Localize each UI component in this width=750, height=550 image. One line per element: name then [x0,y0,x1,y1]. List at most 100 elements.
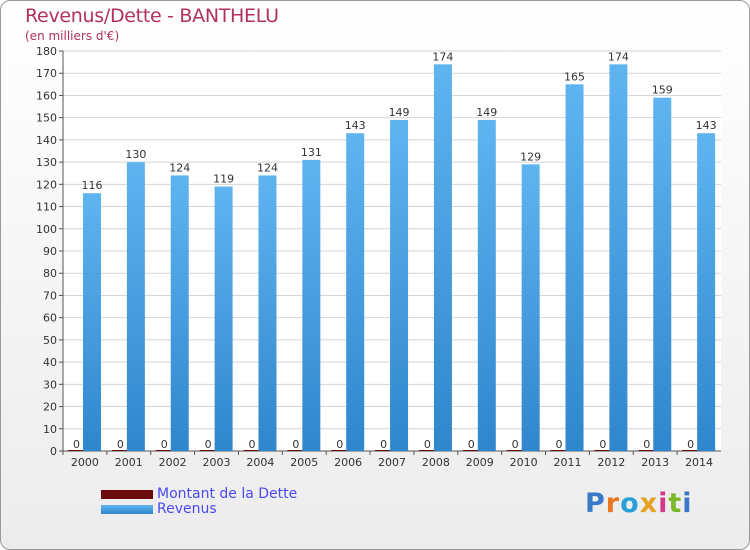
chart-subtitle: (en milliers d'€) [25,29,120,43]
bar-dette [418,450,436,451]
x-tick-label: 2009 [466,456,494,469]
y-tick-label: 90 [43,245,57,258]
x-tick-label: 2002 [159,456,187,469]
y-tick-label: 30 [43,378,57,391]
y-tick-label: 70 [43,289,57,302]
proxiti-logo: Proxiti [585,488,693,519]
data-label-revenus: 165 [564,70,585,83]
bar-revenus [653,97,672,452]
data-label-revenus: 174 [608,50,629,63]
bar-dette [462,450,480,451]
bar-revenus [565,84,584,451]
data-label-dette: 0 [248,438,255,451]
y-tick-label: 180 [36,45,57,58]
legend-swatch-revenus [101,505,153,514]
legend-swatch-dette [101,490,153,499]
y-tick-label: 100 [36,223,57,236]
x-tick-label: 2007 [378,456,406,469]
y-tick-label: 80 [43,267,57,280]
data-label-dette: 0 [643,438,650,451]
data-label-dette: 0 [380,438,387,451]
bar-dette [638,450,656,451]
y-tick-label: 0 [50,445,57,458]
bar-revenus [302,159,321,451]
y-tick-label: 40 [43,356,57,369]
bar-revenus [258,175,277,451]
bar-revenus [126,162,145,451]
data-label-dette: 0 [599,438,606,451]
legend-label-revenus: Revenus [157,501,217,517]
bar-revenus [477,119,496,451]
data-label-dette: 0 [73,438,80,451]
y-tick-label: 130 [36,156,57,169]
x-tick-label: 2008 [422,456,450,469]
logo-letter: r [605,488,621,519]
data-label-dette: 0 [205,438,212,451]
logo-letter: o [620,488,640,519]
bar-dette [111,450,129,451]
data-label-revenus: 124 [257,161,278,174]
y-tick-label: 140 [36,134,57,147]
data-label-dette: 0 [161,438,168,451]
x-tick-label: 2010 [510,456,538,469]
data-label-revenus: 119 [213,173,234,186]
x-tick-label: 2013 [641,456,669,469]
bar-dette [243,450,261,451]
data-label-revenus: 131 [301,146,322,159]
bar-dette [506,450,524,451]
bar-dette [331,450,349,451]
x-tick-label: 2000 [71,456,99,469]
data-label-dette: 0 [512,438,519,451]
bar-dette [375,450,393,451]
x-tick-label: 2014 [685,456,713,469]
y-tick-label: 10 [43,423,57,436]
logo-letter: t [668,488,683,519]
x-tick-label: 2005 [290,456,318,469]
bar-revenus [609,64,628,452]
logo-letter: P [585,488,606,519]
data-label-dette: 0 [424,438,431,451]
chart-title: Revenus/Dette - BANTHELU [25,5,279,27]
data-label-revenus: 129 [520,150,541,163]
logo-letter: x [639,488,659,519]
bar-dette [682,450,700,451]
y-tick-label: 50 [43,334,57,347]
data-label-revenus: 149 [476,106,497,119]
bar-revenus [433,64,452,452]
x-tick-label: 2003 [203,456,231,469]
bar-revenus [521,164,540,452]
logo-letter: i [682,488,693,519]
data-label-revenus: 143 [696,119,717,132]
bar-dette [199,450,217,451]
logo-letter: i [658,488,669,519]
data-label-dette: 0 [687,438,694,451]
data-label-dette: 0 [292,438,299,451]
data-label-dette: 0 [117,438,124,451]
y-tick-label: 110 [36,201,57,214]
y-tick-label: 160 [36,89,57,102]
data-label-revenus: 143 [345,119,366,132]
bar-dette [287,450,305,451]
bar-revenus [697,133,716,451]
x-tick-label: 2001 [115,456,143,469]
bar-dette [68,450,85,451]
bar-revenus [346,133,365,451]
bar-revenus [83,193,101,451]
data-label-revenus: 149 [389,106,410,119]
bar-dette [155,450,173,451]
x-tick-label: 2006 [334,456,362,469]
data-label-revenus: 124 [169,161,190,174]
y-tick-label: 150 [36,112,57,125]
y-tick-label: 60 [43,312,57,325]
data-label-dette: 0 [468,438,475,451]
data-label-revenus: 174 [432,50,453,63]
data-label-revenus: 159 [652,84,673,97]
data-label-revenus: 116 [82,179,103,192]
y-tick-label: 120 [36,178,57,191]
bar-revenus [170,175,189,451]
x-tick-label: 2004 [246,456,274,469]
data-label-revenus: 130 [125,148,146,161]
legend-label-dette: Montant de la Dette [157,486,298,502]
